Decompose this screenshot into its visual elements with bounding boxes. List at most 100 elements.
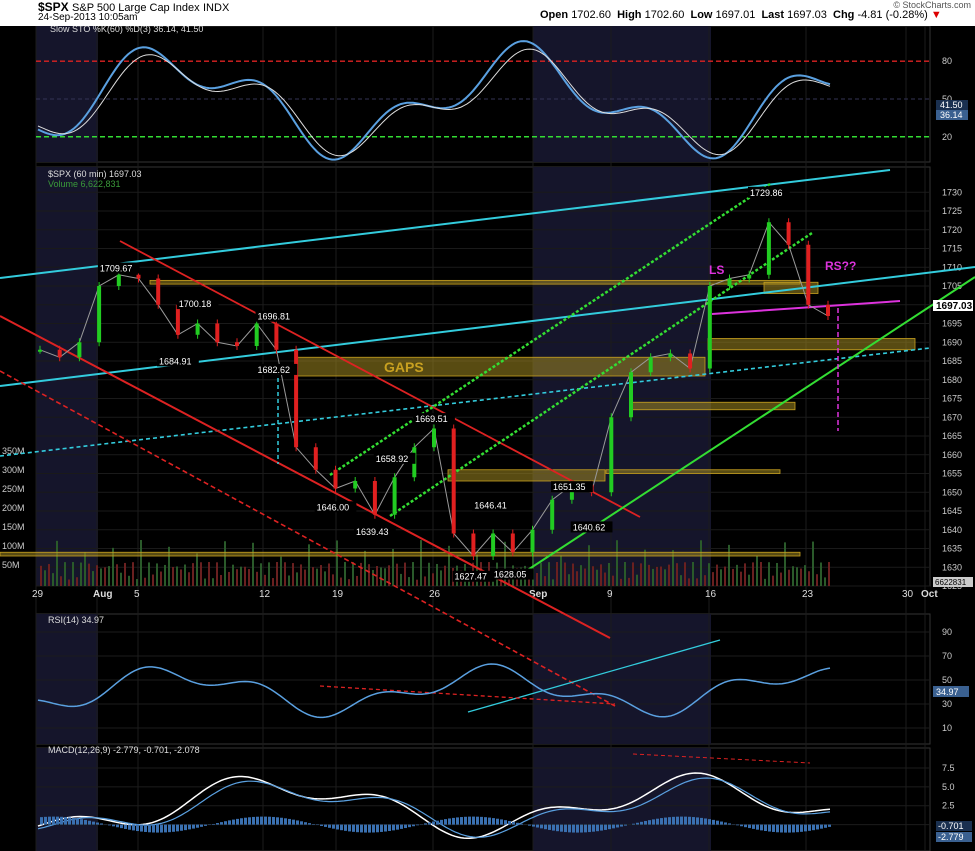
- rsi-tick-label: 70: [942, 651, 952, 661]
- volume-bar: [260, 563, 262, 586]
- volume-bar: [568, 574, 570, 586]
- macd-histogram-bar: [820, 824, 823, 829]
- volume-tick-label: 150M: [2, 522, 25, 532]
- volume-bar: [276, 562, 278, 586]
- macd-legend: MACD(12,26,9) -2.779, -0.701, -2.078: [48, 745, 200, 755]
- macd-histogram-bar: [724, 822, 727, 825]
- volume-bar: [88, 563, 90, 586]
- green-dotted-channel-upper: [329, 182, 771, 477]
- macd-histogram-bar: [468, 816, 471, 825]
- shade-jul-3: [36, 748, 98, 851]
- macd-histogram-bar: [824, 824, 827, 828]
- price-tick-label: 1715: [942, 244, 962, 254]
- rs-annotation: RS??: [825, 259, 856, 273]
- macd-histogram-bar: [364, 824, 367, 833]
- macd-histogram-bar: [600, 824, 603, 831]
- date-label: 29: [32, 589, 44, 600]
- point-label: 1646.00: [317, 502, 350, 512]
- price-tick-label: 1720: [942, 225, 962, 235]
- candle-body: [707, 286, 712, 369]
- macd-histogram-bar: [776, 824, 779, 833]
- red-upper-downtrend: [119, 240, 641, 518]
- candle-body: [195, 323, 200, 335]
- macd-histogram-bar: [476, 816, 479, 825]
- macd-histogram-bar: [188, 824, 191, 830]
- candle-body: [392, 477, 397, 515]
- sto-last-k: 36.14: [940, 110, 963, 120]
- macd-histogram-bar: [240, 818, 243, 825]
- macd-last-tag-1: -0.701: [938, 821, 964, 831]
- macd-histogram-bar: [720, 821, 723, 825]
- volume-bar: [540, 562, 542, 586]
- volume-bar: [376, 566, 378, 586]
- macd-histogram-bar: [452, 817, 455, 825]
- volume-bar: [200, 562, 202, 586]
- point-label-bg: [255, 363, 298, 375]
- macd-histogram-bar: [372, 824, 375, 833]
- macd-histogram-bar: [320, 824, 323, 826]
- macd-histogram-bar: [676, 816, 679, 825]
- macd-histogram-bar: [500, 819, 503, 825]
- macd-histogram-bar: [656, 818, 659, 825]
- macd-histogram-bar: [672, 816, 675, 825]
- chart-header: $SPX S&P 500 Large Cap Index INDX 24-Sep…: [0, 0, 975, 26]
- macd-histogram-bar: [412, 824, 415, 827]
- date-label: 9: [607, 589, 613, 600]
- volume-bar: [144, 577, 146, 586]
- macd-last-tag-2: -2.779: [938, 832, 964, 842]
- macd-histogram-bar: [756, 824, 759, 830]
- macd-histogram-bar: [620, 824, 623, 827]
- macd-histogram-bar: [636, 822, 639, 825]
- macd-histogram-bar: [632, 823, 635, 825]
- shade-sep-0: [533, 26, 711, 162]
- macd-histogram-bar: [644, 820, 647, 825]
- volume-bar: [348, 579, 350, 586]
- macd-histogram-bar: [116, 824, 119, 828]
- macd-histogram-bar: [60, 816, 63, 825]
- candle-body: [530, 529, 535, 553]
- volume-bar: [316, 568, 318, 586]
- macd-histogram-bar: [404, 824, 407, 829]
- macd-histogram-bar: [392, 824, 395, 831]
- macd-histogram-bar: [812, 824, 815, 831]
- candle-body: [727, 278, 732, 286]
- date-label: 26: [429, 589, 441, 600]
- macd-histogram-bar: [256, 816, 259, 825]
- last-value: 1697.03: [787, 9, 827, 21]
- point-label-bg: [255, 310, 298, 322]
- point-label-bg: [491, 568, 534, 580]
- volume-tick-label: 50M: [2, 560, 20, 570]
- date-label: 5: [134, 589, 140, 600]
- macd-histogram-bar: [160, 824, 163, 833]
- macd-histogram-bar: [304, 822, 307, 825]
- candle-body: [471, 533, 476, 556]
- point-label: 1729.86: [750, 188, 783, 198]
- volume-bar: [132, 562, 134, 586]
- volume-bar: [324, 571, 326, 586]
- macd-histogram-bar: [128, 824, 131, 830]
- volume-bar: [664, 569, 666, 586]
- point-label-bg: [314, 501, 357, 513]
- point-label-bg: [354, 525, 396, 537]
- volume-bar: [812, 541, 814, 586]
- macd-histogram-bar: [124, 824, 127, 829]
- volume-bar: [72, 562, 74, 586]
- volume-bar: [228, 571, 230, 586]
- macd-histogram-bar: [692, 817, 695, 825]
- shade-sep-2: [533, 614, 711, 744]
- volume-bar: [504, 541, 506, 586]
- macd-last-tag-bg2: [936, 832, 972, 842]
- volume-bar: [352, 562, 354, 586]
- macd-histogram-bar: [816, 824, 819, 830]
- candle-body: [569, 484, 574, 500]
- panel-backgrounds: [35, 26, 931, 851]
- macd-histogram-bar: [44, 816, 47, 825]
- volume-bar: [240, 566, 242, 586]
- volume-bar: [720, 569, 722, 586]
- volume-bar: [108, 566, 110, 586]
- macd-histogram-bar: [300, 821, 303, 825]
- volume-bar: [328, 563, 330, 586]
- macd-histogram-bar: [668, 817, 671, 825]
- macd-histogram-bar: [416, 824, 419, 826]
- price-tick-label: 1655: [942, 469, 962, 479]
